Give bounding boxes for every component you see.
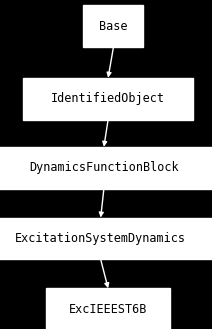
Text: ExcitationSystemDynamics: ExcitationSystemDynamics [15, 232, 186, 245]
FancyBboxPatch shape [83, 5, 144, 47]
FancyBboxPatch shape [23, 78, 193, 120]
Text: Base: Base [99, 20, 128, 33]
FancyBboxPatch shape [46, 288, 170, 329]
Text: IdentifiedObject: IdentifiedObject [51, 92, 165, 105]
Text: ExcIEEEST6B: ExcIEEEST6B [69, 303, 147, 316]
FancyBboxPatch shape [0, 217, 212, 260]
Text: DynamicsFunctionBlock: DynamicsFunctionBlock [29, 161, 179, 174]
FancyBboxPatch shape [0, 147, 212, 189]
